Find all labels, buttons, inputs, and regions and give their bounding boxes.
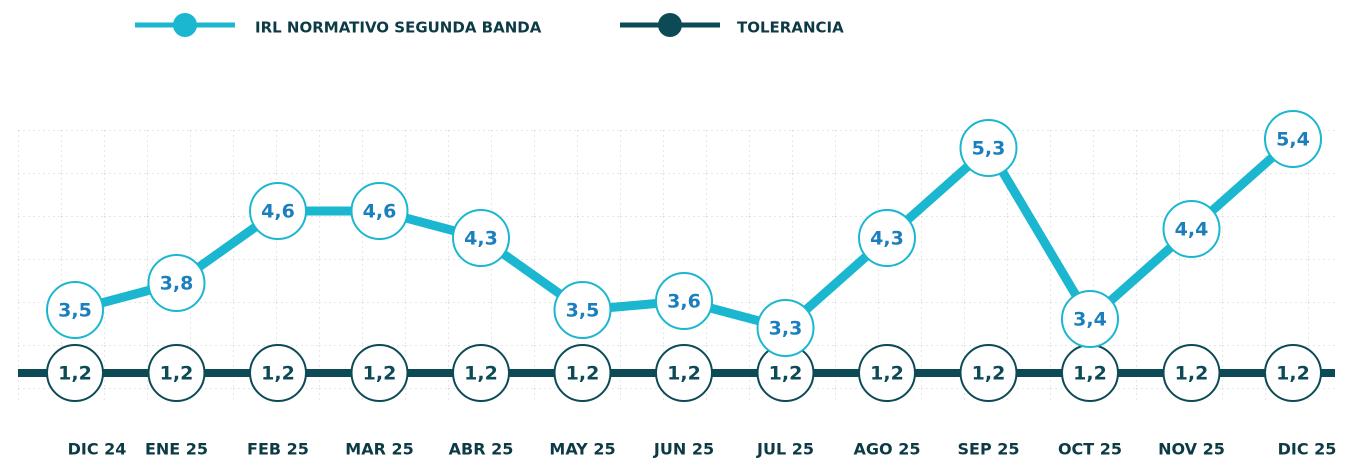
data-label: 1,2 xyxy=(58,363,92,385)
x-tick-label: MAY 25 xyxy=(549,440,615,459)
data-label: 3,6 xyxy=(667,291,701,313)
x-tick-label: AGO 25 xyxy=(854,440,921,459)
data-label: 1,2 xyxy=(363,363,397,385)
x-tick-label: JUN 25 xyxy=(653,440,714,459)
data-label: 4,6 xyxy=(261,201,295,223)
point xyxy=(655,272,713,330)
data-label: 4,3 xyxy=(870,228,904,250)
legend-label: TOLERANCIA xyxy=(737,19,844,37)
data-label: 1,2 xyxy=(1175,363,1209,385)
point xyxy=(1162,200,1221,258)
data-label: 4,4 xyxy=(1175,219,1209,241)
x-tick-label: OCT 25 xyxy=(1058,440,1122,459)
data-label: 5,3 xyxy=(972,138,1006,160)
x-tick-label: DIC 24 xyxy=(68,440,127,459)
point xyxy=(1264,110,1322,168)
data-label: 1,2 xyxy=(870,363,904,385)
data-label: 3,5 xyxy=(566,300,600,322)
data-label: 1,2 xyxy=(769,363,803,385)
x-tick-label: NOV 25 xyxy=(1158,440,1225,459)
data-label: 3,3 xyxy=(769,318,803,340)
point xyxy=(46,344,104,402)
legend-marker xyxy=(658,13,682,37)
point xyxy=(147,344,206,402)
legend-label: IRL NORMATIVO SEGUNDA BANDA xyxy=(255,19,542,37)
x-tick-label: ABR 25 xyxy=(449,440,514,459)
data-label: 5,4 xyxy=(1276,129,1310,151)
point xyxy=(452,209,510,267)
point xyxy=(959,344,1018,402)
data-label: 1,2 xyxy=(261,363,295,385)
point xyxy=(452,344,510,402)
point xyxy=(147,254,206,312)
point xyxy=(858,209,916,267)
x-tick-label: JUL 25 xyxy=(756,440,814,459)
point xyxy=(46,281,104,339)
point xyxy=(249,182,307,240)
data-label: 3,8 xyxy=(160,273,194,295)
point xyxy=(249,344,307,402)
point xyxy=(1162,344,1221,402)
point xyxy=(959,119,1018,177)
legend-marker xyxy=(173,13,197,37)
data-label: 4,6 xyxy=(363,201,397,223)
point xyxy=(553,281,612,339)
x-tick-label: MAR 25 xyxy=(345,440,413,459)
x-tick-label: FEB 25 xyxy=(247,440,309,459)
data-label: 1,2 xyxy=(1073,363,1107,385)
data-label: 1,2 xyxy=(667,363,701,385)
data-label: 1,2 xyxy=(972,363,1006,385)
point xyxy=(350,182,409,240)
data-label: 1,2 xyxy=(464,363,498,385)
data-label: 1,2 xyxy=(1276,363,1310,385)
x-tick-label: ENE 25 xyxy=(145,440,208,459)
data-label: 1,2 xyxy=(566,363,600,385)
point xyxy=(1061,290,1119,348)
data-label: 3,4 xyxy=(1073,309,1107,331)
data-label: 3,5 xyxy=(58,300,92,322)
x-tick-label: SEP 25 xyxy=(957,440,1019,459)
point xyxy=(350,344,409,402)
point xyxy=(756,299,815,357)
point xyxy=(858,344,916,402)
point xyxy=(1264,344,1322,402)
point xyxy=(655,344,713,402)
x-tick-label: DIC 25 xyxy=(1278,440,1337,459)
data-label: 4,3 xyxy=(464,228,498,250)
point xyxy=(553,344,612,402)
data-label: 1,2 xyxy=(160,363,194,385)
